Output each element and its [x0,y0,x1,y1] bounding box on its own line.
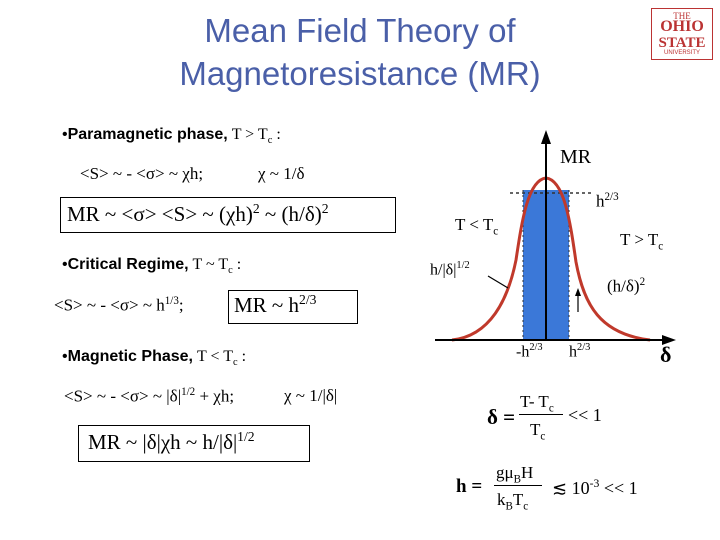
x-axis-arrow [662,335,676,345]
delta-def-denominator: Tc [530,420,546,443]
graph-tick-neg: -h2/3 [516,342,543,361]
delta-def-lhs: δ = [487,405,516,429]
right-label-arrowhead [575,288,581,296]
paramagnetic-heading: •Paramagnetic phase, T > Tc : [62,126,281,147]
delta-def-rhs: << 1 [568,405,602,425]
critical-mr-formula: MR ~ h2/3 [234,292,317,317]
critical-heading: •Critical Regime, T ~ Tc : [62,256,242,277]
h-def-fraction-bar [494,485,542,486]
critical-mr-box [228,290,358,324]
magnetic-mr-box [78,425,310,462]
university-logo: THE OHIO STATE UNIVERSITY [651,8,713,60]
graph-left-label: h/|δ|1/2 [430,260,470,279]
graph-T-gt-label: T > Tc [620,230,664,253]
magnetic-heading: •Magnetic Phase, T < Tc : [62,348,247,369]
h-def-rhs: ≲ 10-3 << 1 [552,477,638,498]
h-def-denominator: kBTc [497,490,529,513]
paramagnetic-eq-1: <S> ~ - <σ> ~ χh; [80,164,204,183]
graph-tick-pos: h2/3 [569,342,591,361]
magnetic-mr-formula: MR ~ |δ|χh ~ h/|δ|1/2 [88,429,255,454]
delta-def-numerator: T- Tc [520,392,554,415]
paramagnetic-eq-2: χ ~ 1/δ [258,164,305,183]
h-def-lhs: h = [456,476,483,497]
graph-right-label: (h/δ)2 [607,276,646,296]
y-axis-arrow [541,130,551,144]
paramagnetic-mr-box [60,197,396,233]
graph-h23-label: h2/3 [596,191,619,211]
h-def-numerator: gμBH [496,463,534,486]
magnetic-eq-1: <S> ~ - <σ> ~ |δ|1/2 + χh; [64,386,235,406]
title-line-1: Mean Field Theory of [204,12,516,49]
magnetic-eq-2: χ ~ 1/|δ| [284,386,338,405]
delta-def-fraction-bar [519,414,563,415]
graph-y-label: MR [560,146,592,168]
paramagnetic-mr-formula: MR ~ <σ> <S> ~ (χh)2 ~ (h/δ)2 [67,201,329,226]
critical-eq-1: <S> ~ - <σ> ~ h1/3; [54,295,184,315]
graph-T-lt-label: T < Tc [455,215,499,238]
left-label-arrow [487,275,509,289]
graph-x-label: δ [660,342,672,367]
title-line-2: Magnetoresistance (MR) [179,55,541,92]
